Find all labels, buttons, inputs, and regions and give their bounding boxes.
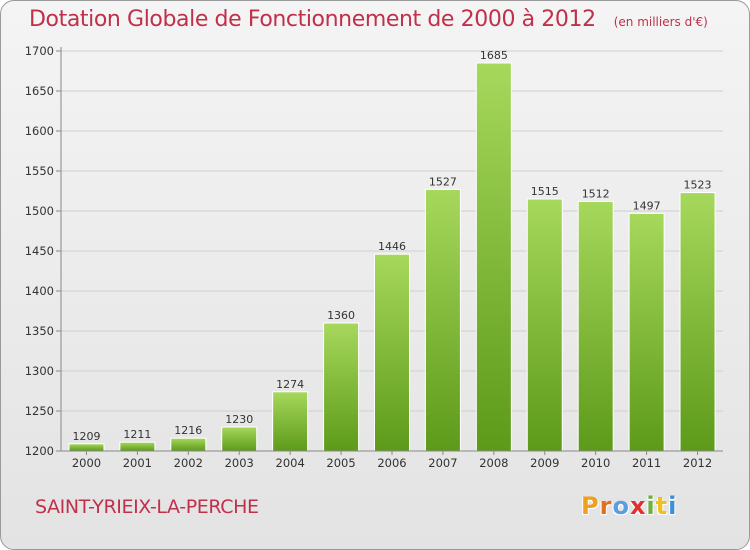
bar-value-label: 1446 [378, 240, 406, 253]
logo-letter: r [599, 492, 613, 520]
bar [526, 198, 563, 452]
bar [628, 212, 665, 452]
y-tick-label: 1200 [25, 444, 54, 458]
chart-title-text: Dotation Globale de Fonctionnement de 20… [29, 7, 596, 32]
bar [424, 188, 461, 452]
bar [475, 62, 512, 452]
x-tick-label: 2011 [632, 456, 661, 470]
logo-letter: t [655, 492, 669, 520]
bar-value-label: 1211 [123, 428, 151, 441]
bar-value-label: 1209 [72, 430, 100, 443]
bar [272, 391, 309, 452]
bar-value-label: 1230 [225, 413, 253, 426]
bar-value-label: 1512 [582, 187, 610, 200]
commune-name: SAINT-YRIEIX-LA-PERCHE [35, 496, 259, 518]
bar [374, 253, 410, 452]
y-tick-label: 1650 [25, 84, 54, 98]
logo-letter: P [581, 492, 600, 520]
bar-value-label: 1497 [633, 199, 661, 212]
bar [119, 441, 156, 452]
x-tick-label: 2001 [123, 456, 152, 470]
logo-letter: i [668, 492, 678, 520]
bar-value-label: 1360 [327, 309, 355, 322]
x-tick-label: 2012 [683, 456, 712, 470]
bar [170, 437, 207, 452]
bar [323, 322, 360, 452]
x-tick-label: 2005 [326, 456, 355, 470]
bar [679, 192, 716, 452]
bar-value-label: 1515 [531, 185, 559, 198]
bar [577, 200, 614, 452]
axes [56, 47, 723, 455]
x-tick-label: 2006 [377, 456, 406, 470]
bar-value-label: 1523 [684, 179, 712, 192]
y-tick-label: 1250 [25, 404, 54, 418]
bar-value-label: 1216 [174, 424, 202, 437]
x-tick-label: 2010 [581, 456, 610, 470]
x-tick-label: 2003 [225, 456, 254, 470]
x-tick-label: 2009 [530, 456, 559, 470]
bar-value-label: 1274 [276, 378, 304, 391]
y-tick-label: 1600 [25, 124, 54, 138]
x-tick-label: 2002 [174, 456, 203, 470]
bars [68, 62, 716, 452]
bar-value-label: 1685 [480, 49, 508, 62]
y-tick-label: 1700 [25, 44, 54, 58]
bar-value-label: 1527 [429, 175, 457, 188]
bar [68, 443, 105, 452]
proxiti-logo: Proxiti [581, 492, 677, 520]
logo-letter: o [612, 492, 630, 520]
y-tick-label: 1450 [25, 244, 54, 258]
y-tick-label: 1350 [25, 324, 54, 338]
x-tick-label: 2000 [72, 456, 101, 470]
logo-letter: x [629, 492, 647, 520]
y-tick-label: 1400 [25, 284, 54, 298]
x-tick-label: 2004 [276, 456, 305, 470]
x-tick-label: 2008 [479, 456, 508, 470]
x-tick-label: 2007 [428, 456, 457, 470]
bar [221, 426, 258, 452]
logo-letter: i [646, 492, 656, 520]
y-tick-label: 1300 [25, 364, 54, 378]
y-tick-label: 1550 [25, 164, 54, 178]
chart-title: Dotation Globale de Fonctionnement de 20… [29, 7, 708, 32]
chart-unit: (en milliers d'€) [613, 15, 708, 29]
labels: 1200 1250 1300 1350 1400 1450 1500 1550 1600 1650… [25, 44, 712, 470]
y-tick-label: 1500 [25, 204, 54, 218]
